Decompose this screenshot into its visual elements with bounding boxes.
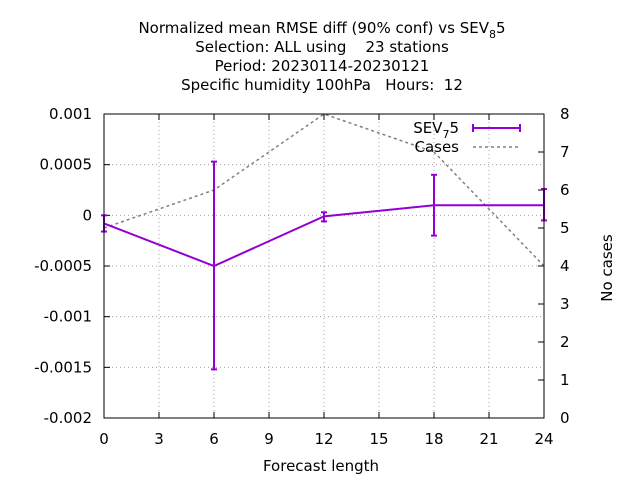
y-tick-label: -0.0015 <box>34 358 92 376</box>
y2-tick-label: 4 <box>560 257 570 275</box>
title-line-1-tail: 5 <box>496 19 506 37</box>
y2-tick-label: 8 <box>560 105 570 123</box>
y-ticks: -0.002 -0.0015 -0.001 -0.0005 0 0.0005 0.001 <box>34 105 110 427</box>
y2-tick-label: 3 <box>560 295 570 313</box>
legend-sev-name: SEV <box>413 119 443 137</box>
x-tick-label: 6 <box>209 430 219 448</box>
x-tick-label: 0 <box>99 430 109 448</box>
y-tick-label: 0 <box>82 206 92 224</box>
title-line-2: Selection: ALL using 23 stations <box>195 38 449 56</box>
chart-title: Normalized mean RMSE diff (90% conf) vs … <box>138 19 505 94</box>
title-line-3: Period: 20230114-20230121 <box>215 57 430 75</box>
y-tick-label: -0.002 <box>44 409 92 427</box>
y2-tick-label: 5 <box>560 219 570 237</box>
y2-tick-label: 1 <box>560 371 570 389</box>
x-axis-label: Forecast length <box>263 457 379 475</box>
y-tick-label: -0.0005 <box>34 257 92 275</box>
series-layer <box>101 113 547 371</box>
x-tick-label: 9 <box>264 430 274 448</box>
legend: SEV75 Cases <box>413 119 521 156</box>
legend-sev-tail: 5 <box>449 119 459 137</box>
legend-sev-sub: 7 <box>442 128 449 141</box>
x-tick-label: 24 <box>534 430 553 448</box>
y-tick-label: -0.001 <box>44 308 92 326</box>
y2-tick-label: 0 <box>560 409 570 427</box>
title-line-1-sub: 8 <box>489 28 496 41</box>
title-line-1: Normalized mean RMSE diff (90% conf) vs … <box>138 19 505 41</box>
y2-tick-label: 2 <box>560 333 570 351</box>
y-tick-label: 0.001 <box>49 105 92 123</box>
x-tick-label: 21 <box>479 430 498 448</box>
title-line-4: Specific humidity 100hPa Hours: 12 <box>181 76 463 94</box>
y2-tick-label: 7 <box>560 143 570 161</box>
title-line-1-text: Normalized mean RMSE diff (90% conf) vs … <box>138 19 489 37</box>
x-tick-label: 18 <box>424 430 443 448</box>
x-tick-label: 15 <box>369 430 388 448</box>
plot-frame <box>103 113 545 419</box>
legend-label-sev: SEV75 <box>413 119 459 141</box>
grid <box>104 114 544 418</box>
y2-ticks: 0 1 2 3 4 5 6 7 8 <box>538 105 570 427</box>
x-tick-label: 3 <box>154 430 164 448</box>
x-ticks: 0 3 6 9 12 15 18 21 24 <box>99 114 554 448</box>
y2-axis-label: No cases <box>598 234 616 302</box>
legend-label-cases: Cases <box>414 138 459 156</box>
y2-tick-label: 6 <box>560 181 570 199</box>
x-tick-label: 12 <box>314 430 333 448</box>
y-tick-label: 0.0005 <box>40 156 93 174</box>
